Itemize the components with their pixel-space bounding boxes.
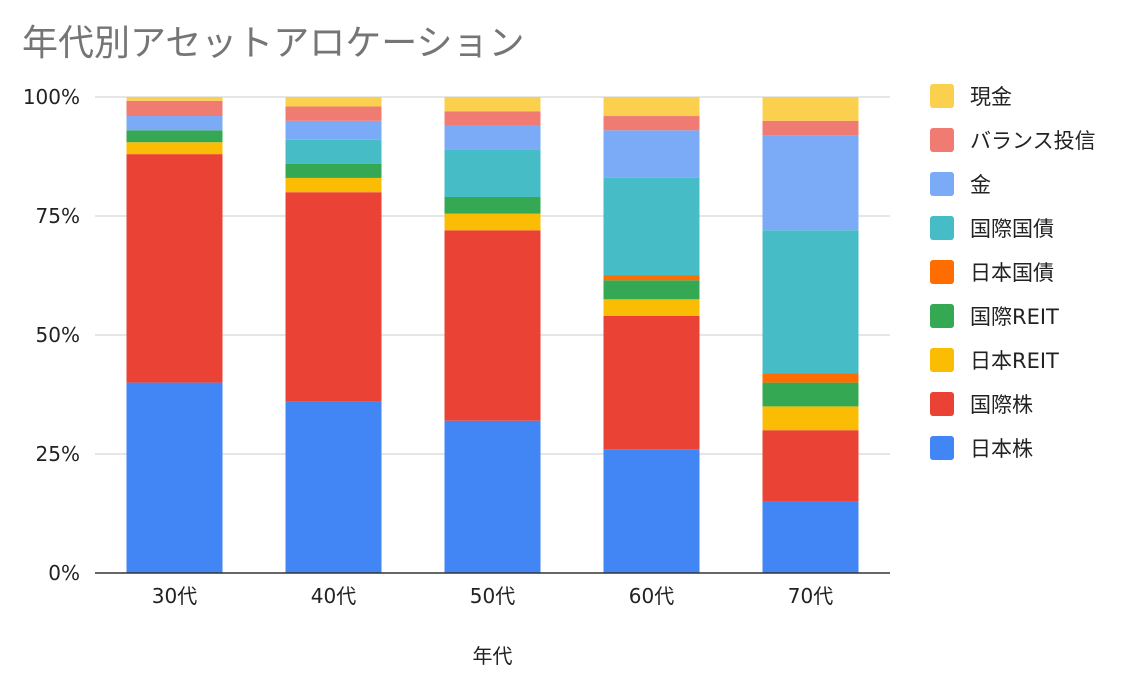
legend-swatch xyxy=(930,436,954,460)
legend-label: 日本国債 xyxy=(970,261,1054,285)
bar-segment xyxy=(603,275,700,281)
legend-swatch xyxy=(930,348,954,372)
bar-segment xyxy=(126,97,223,101)
y-tick-label: 75% xyxy=(36,204,80,228)
bar-segment xyxy=(285,139,382,164)
legend-label: 国際国債 xyxy=(970,217,1054,241)
chart-title: 年代別アセットアロケーション xyxy=(22,23,525,64)
legend-swatch xyxy=(930,260,954,284)
bar-segment xyxy=(126,142,223,155)
legend-swatch xyxy=(930,216,954,240)
bar-segment xyxy=(444,230,541,421)
bar-segment xyxy=(444,111,541,126)
bar-segment xyxy=(285,192,382,402)
bars xyxy=(126,97,859,573)
legend-label: 金 xyxy=(970,173,991,197)
bar-segment xyxy=(285,401,382,573)
bar-segment xyxy=(603,97,700,117)
bar-segment xyxy=(762,430,859,502)
legend-swatch xyxy=(930,172,954,196)
x-axis-title: 年代 xyxy=(473,644,513,668)
bar-segment xyxy=(126,154,223,383)
bar-segment xyxy=(285,120,382,140)
bar-segment xyxy=(603,130,700,178)
bar-segment xyxy=(285,97,382,107)
bar-segment xyxy=(126,382,223,573)
legend-label: 現金 xyxy=(970,85,1012,109)
legend-label: 日本REIT xyxy=(970,349,1059,373)
legend-label: 国際株 xyxy=(970,393,1033,417)
y-tick-label: 50% xyxy=(36,323,80,347)
bar-segment xyxy=(444,125,541,150)
x-tick-label: 50代 xyxy=(470,584,515,608)
bar-segment xyxy=(603,449,700,573)
legend-label: 国際REIT xyxy=(970,305,1059,329)
bar-segment xyxy=(444,420,541,573)
bar-segment xyxy=(126,116,223,131)
x-tick-label: 40代 xyxy=(311,584,356,608)
y-tick-label: 100% xyxy=(23,85,80,109)
bar-segment xyxy=(762,373,859,383)
bar-segment xyxy=(603,116,700,131)
bar-segment xyxy=(762,97,859,121)
legend-swatch xyxy=(930,84,954,108)
legend-swatch xyxy=(930,128,954,152)
y-tick-label: 25% xyxy=(36,442,80,466)
y-tick-label: 0% xyxy=(48,561,80,585)
bar-segment xyxy=(126,130,223,143)
bar-segment xyxy=(603,280,700,300)
x-tick-label: 60代 xyxy=(629,584,674,608)
bar-segment xyxy=(444,196,541,214)
legend-label: 日本株 xyxy=(970,437,1033,461)
bar-segment xyxy=(285,106,382,121)
bar-segment xyxy=(762,501,859,573)
bar-segment xyxy=(126,100,223,117)
bar-segment xyxy=(444,149,541,197)
bar-segment xyxy=(762,135,859,231)
legend-swatch xyxy=(930,304,954,328)
bar-segment xyxy=(762,406,859,431)
bar-segment xyxy=(285,177,382,193)
bar-segment xyxy=(603,315,700,450)
bar-segment xyxy=(603,299,700,316)
bar-segment xyxy=(444,97,541,112)
legend-swatch xyxy=(930,392,954,416)
bar-segment xyxy=(444,213,541,231)
bar-segment xyxy=(762,382,859,407)
x-tick-label: 30代 xyxy=(152,584,197,608)
bar-segment xyxy=(762,120,859,136)
bar-segment xyxy=(762,230,859,374)
bar-segment xyxy=(603,177,700,276)
x-tick-label: 70代 xyxy=(788,584,833,608)
legend-label: バランス投信 xyxy=(970,129,1096,153)
bar-segment xyxy=(285,163,382,178)
